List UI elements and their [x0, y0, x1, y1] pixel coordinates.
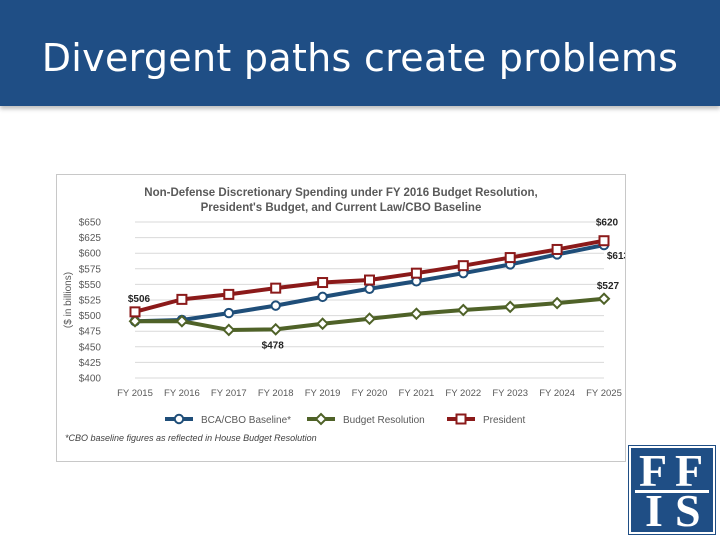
ffis-logo: F F I S [629, 446, 715, 534]
logo-letter-i: I [645, 485, 663, 536]
data-point [128, 314, 142, 328]
logo-letter-f2: F [675, 445, 704, 496]
y-tick-label: $650 [79, 218, 102, 229]
data-point [364, 283, 375, 294]
data-point [223, 288, 235, 300]
data-point [175, 314, 189, 328]
y-axis-label: ($ in billions) [63, 272, 74, 328]
y-tick-label: $500 [79, 311, 102, 322]
slide-title: Divergent paths create problems [41, 36, 679, 80]
data-point [457, 260, 469, 272]
data-point [363, 312, 376, 326]
data-point [409, 307, 423, 321]
legend-marker [173, 413, 185, 425]
data-point [456, 303, 470, 317]
data-point [129, 306, 141, 318]
x-tick-label: FY 2016 [164, 388, 200, 399]
x-tick-label: FY 2017 [211, 388, 247, 399]
data-point [223, 307, 235, 319]
x-tick-label: FY 2023 [492, 388, 528, 399]
logo-letter-s: S [675, 485, 701, 536]
y-tick-label: $625 [79, 233, 102, 244]
legend-marker [455, 413, 467, 425]
y-tick-label: $600 [79, 249, 102, 260]
chart-title-line: Non-Defense Discretionary Spending under… [144, 187, 537, 199]
logo-divider [635, 490, 709, 493]
data-point [503, 300, 517, 314]
x-tick-label: FY 2021 [399, 388, 435, 399]
legend-label: BCA/CBO Baseline* [201, 415, 291, 426]
data-label: $506 [128, 294, 151, 305]
x-tick-label: FY 2024 [539, 388, 575, 399]
x-tick-label: FY 2020 [352, 388, 388, 399]
data-point [597, 292, 611, 306]
data-point [364, 274, 375, 286]
y-tick-label: $575 [79, 264, 102, 275]
legend-marker [314, 412, 328, 426]
y-tick-label: $525 [79, 296, 102, 307]
data-point [317, 291, 328, 303]
y-tick-label: $450 [79, 342, 102, 353]
y-tick-label: $475 [79, 327, 102, 338]
chart-title-line: President's Budget, and Current Law/CBO … [201, 202, 482, 214]
data-point [550, 296, 564, 310]
data-point [551, 243, 563, 255]
data-point [222, 323, 236, 337]
data-point [410, 267, 422, 279]
data-point [270, 300, 281, 311]
y-tick-label: $425 [79, 358, 102, 369]
x-tick-label: FY 2022 [445, 388, 481, 399]
x-tick-label: FY 2018 [258, 388, 294, 399]
data-point [317, 277, 329, 289]
title-banner: Divergent paths create problems [0, 0, 720, 106]
chart-frame: Non-Defense Discretionary Spending under… [56, 174, 626, 462]
legend-label: Budget Resolution [343, 415, 425, 426]
data-point [504, 252, 516, 264]
data-point [598, 235, 610, 247]
data-label: $620 [596, 218, 619, 229]
data-label: $478 [262, 340, 285, 351]
logo-letter-f1: F [639, 445, 668, 496]
chart-footnote: *CBO baseline figures as reflected in Ho… [65, 433, 317, 443]
y-tick-label: $400 [79, 374, 102, 385]
x-tick-label: FY 2025 [586, 388, 622, 399]
x-tick-label: FY 2019 [305, 388, 341, 399]
x-tick-label: FY 2015 [117, 388, 153, 399]
data-label: $527 [597, 281, 620, 292]
data-point [176, 293, 188, 305]
data-point [316, 317, 330, 331]
line-chart: Non-Defense Discretionary Spending under… [63, 187, 625, 443]
data-label: $613 [607, 251, 625, 262]
y-tick-label: $550 [79, 280, 102, 291]
data-point [270, 282, 282, 294]
legend-label: President [483, 415, 525, 426]
data-point [269, 322, 283, 336]
